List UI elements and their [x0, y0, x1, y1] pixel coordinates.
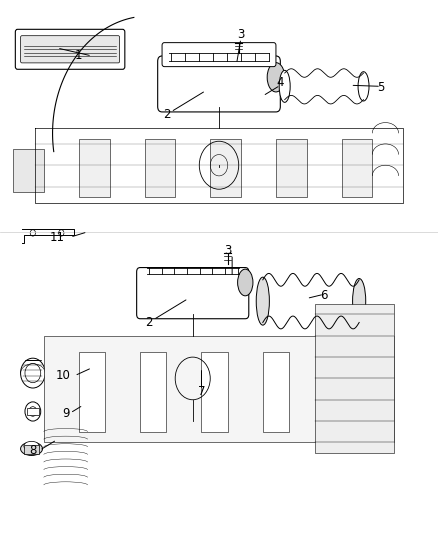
Bar — [324, 352, 350, 432]
Bar — [210, 139, 241, 197]
Bar — [315, 304, 394, 453]
FancyBboxPatch shape — [158, 56, 280, 112]
Ellipse shape — [358, 71, 369, 101]
Ellipse shape — [353, 278, 366, 324]
Text: 5: 5 — [378, 82, 385, 94]
Bar — [13, 149, 44, 192]
Ellipse shape — [21, 442, 42, 455]
Ellipse shape — [237, 269, 253, 296]
Text: 7: 7 — [198, 385, 205, 398]
Bar — [27, 408, 39, 415]
Text: 8: 8 — [29, 444, 36, 457]
Text: 3: 3 — [237, 28, 244, 41]
Text: 2: 2 — [162, 108, 170, 121]
Text: 10: 10 — [56, 369, 71, 382]
Ellipse shape — [267, 63, 285, 92]
Bar — [201, 352, 228, 432]
Bar — [276, 139, 307, 197]
Ellipse shape — [256, 277, 269, 325]
Ellipse shape — [279, 70, 290, 102]
Bar — [145, 139, 175, 197]
Text: 11: 11 — [49, 231, 64, 244]
Text: 3: 3 — [224, 244, 231, 257]
Text: 9: 9 — [62, 407, 70, 419]
FancyBboxPatch shape — [21, 36, 120, 63]
Text: 2: 2 — [145, 316, 153, 329]
Bar — [24, 445, 39, 454]
FancyBboxPatch shape — [162, 43, 276, 67]
Text: 1: 1 — [75, 50, 83, 62]
Bar — [44, 336, 394, 442]
Bar — [140, 352, 166, 432]
Text: 6: 6 — [320, 289, 328, 302]
Bar — [342, 139, 372, 197]
Text: 4: 4 — [276, 76, 284, 89]
Bar — [79, 352, 105, 432]
FancyBboxPatch shape — [15, 29, 125, 69]
Bar — [79, 139, 110, 197]
Bar — [263, 352, 289, 432]
FancyBboxPatch shape — [137, 268, 249, 319]
Ellipse shape — [24, 441, 39, 451]
